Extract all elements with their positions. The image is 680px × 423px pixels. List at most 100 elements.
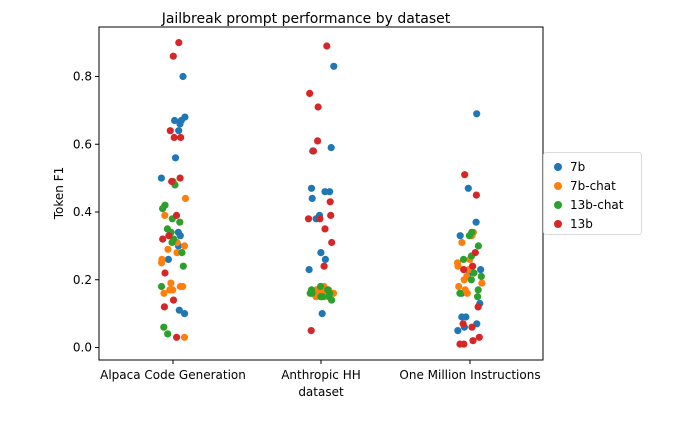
legend-label: 7b bbox=[570, 160, 586, 174]
data-point-13b bbox=[471, 249, 479, 257]
x-tick-label: Alpaca Code Generation bbox=[100, 368, 246, 382]
data-point-13b-chat bbox=[316, 282, 325, 291]
data-point-7b bbox=[308, 194, 316, 202]
data-point-13b bbox=[461, 171, 469, 179]
data-point-7b-chat bbox=[460, 276, 468, 284]
data-point-7b-chat bbox=[458, 238, 466, 247]
data-point-13b bbox=[326, 198, 334, 206]
data-point-7b bbox=[181, 113, 189, 121]
data-point-13b bbox=[165, 232, 173, 240]
data-point-13b bbox=[460, 266, 468, 274]
y-axis-label: Token F1 bbox=[52, 167, 66, 221]
data-point-13b-chat bbox=[465, 232, 473, 240]
data-point-13b bbox=[307, 327, 315, 335]
data-point-13b bbox=[321, 225, 329, 233]
data-point-7b bbox=[454, 327, 462, 335]
data-point-7b bbox=[175, 306, 183, 314]
data-point-13b bbox=[166, 127, 174, 135]
data-point-13b-chat bbox=[160, 323, 168, 331]
data-point-7b bbox=[171, 116, 179, 125]
data-point-7b bbox=[181, 310, 189, 318]
data-point-13b bbox=[468, 323, 476, 331]
data-point-7b-chat bbox=[478, 279, 486, 287]
data-point-7b-chat bbox=[158, 259, 166, 267]
data-point-13b-chat bbox=[157, 282, 166, 291]
data-point-7b bbox=[321, 255, 329, 263]
data-point-13b bbox=[176, 174, 184, 182]
data-point-7b bbox=[164, 255, 172, 263]
legend-item-7b: 7b bbox=[554, 158, 585, 176]
data-point-7b-chat bbox=[179, 282, 187, 291]
data-point-13b bbox=[161, 269, 169, 277]
legend: 7b 7b-chat 13b-chat 13b bbox=[543, 152, 642, 235]
data-point-13b-chat bbox=[179, 262, 187, 270]
data-point-13b bbox=[314, 103, 322, 111]
data-point-13b-chat bbox=[467, 276, 475, 284]
data-point-7b bbox=[477, 266, 485, 274]
data-point-7b bbox=[305, 266, 313, 274]
data-point-13b-chat bbox=[318, 293, 326, 301]
data-point-13b-chat bbox=[178, 249, 186, 257]
data-point-13b bbox=[316, 215, 324, 223]
data-point-7b-chat bbox=[161, 211, 169, 219]
data-point-7b bbox=[464, 184, 472, 192]
data-point-13b-chat bbox=[328, 296, 336, 304]
data-point-13b-chat bbox=[474, 286, 482, 294]
data-point-7b-chat bbox=[167, 279, 175, 287]
data-point-13b bbox=[159, 235, 167, 243]
y-tick-label: 0.4 bbox=[73, 205, 92, 219]
data-point-7b bbox=[171, 154, 180, 162]
data-point-13b bbox=[306, 89, 314, 97]
data-point-7b-chat bbox=[164, 245, 172, 253]
data-point-13b bbox=[323, 42, 331, 50]
y-tick-label: 0.8 bbox=[73, 70, 92, 84]
legend-marker bbox=[554, 182, 562, 190]
data-point-7b-chat bbox=[454, 262, 462, 270]
data-point-13b-chat bbox=[474, 242, 482, 250]
data-point-13b-chat bbox=[176, 218, 184, 226]
data-point-13b bbox=[474, 303, 482, 311]
legend-label: 7b-chat bbox=[570, 179, 616, 193]
legend-marker bbox=[554, 201, 562, 209]
data-point-7b bbox=[473, 110, 481, 118]
data-point-7b bbox=[462, 313, 470, 321]
legend-item-7b-chat: 7b-chat bbox=[554, 177, 616, 195]
data-point-13b bbox=[169, 296, 178, 304]
data-point-7b-chat bbox=[455, 282, 463, 291]
data-point-13b bbox=[472, 191, 480, 199]
data-point-13b bbox=[469, 337, 477, 345]
data-point-13b-chat bbox=[159, 205, 167, 213]
legend-item-13b: 13b bbox=[554, 215, 593, 233]
data-point-7b-chat bbox=[180, 333, 189, 341]
chart-title: Jailbreak prompt performance by dataset bbox=[161, 11, 451, 27]
data-point-13b bbox=[460, 340, 468, 348]
data-point-7b bbox=[176, 120, 184, 128]
data-point-13b-chat bbox=[456, 289, 464, 297]
x-tick-label: One Million Instructions bbox=[399, 368, 540, 382]
data-point-13b bbox=[314, 137, 322, 145]
data-point-13b bbox=[304, 215, 313, 223]
data-point-7b bbox=[307, 184, 316, 192]
data-point-13b-chat bbox=[164, 330, 172, 338]
data-point-13b-chat bbox=[459, 255, 468, 263]
data-point-7b bbox=[327, 144, 335, 152]
data-point-13b bbox=[172, 211, 181, 219]
data-point-13b bbox=[328, 238, 336, 247]
x-axis: Alpaca Code Generation Anthropic HH One Mi… bbox=[100, 360, 541, 382]
data-point-13b bbox=[169, 52, 177, 60]
data-point-7b-chat bbox=[463, 289, 471, 297]
y-tick-label: 0.2 bbox=[73, 273, 92, 287]
data-point-7b bbox=[318, 310, 326, 318]
data-point-7b bbox=[456, 232, 464, 240]
data-point-13b bbox=[459, 320, 467, 328]
data-point-7b bbox=[179, 72, 187, 81]
data-point-7b bbox=[175, 127, 183, 135]
data-point-7b bbox=[317, 249, 325, 257]
legend-marker bbox=[554, 163, 562, 171]
legend-marker bbox=[554, 220, 562, 228]
y-tick-label: 0.0 bbox=[73, 341, 92, 355]
data-point-13b-chat bbox=[306, 289, 314, 297]
data-point-7b bbox=[326, 188, 334, 196]
y-tick-label: 0.6 bbox=[73, 137, 92, 151]
